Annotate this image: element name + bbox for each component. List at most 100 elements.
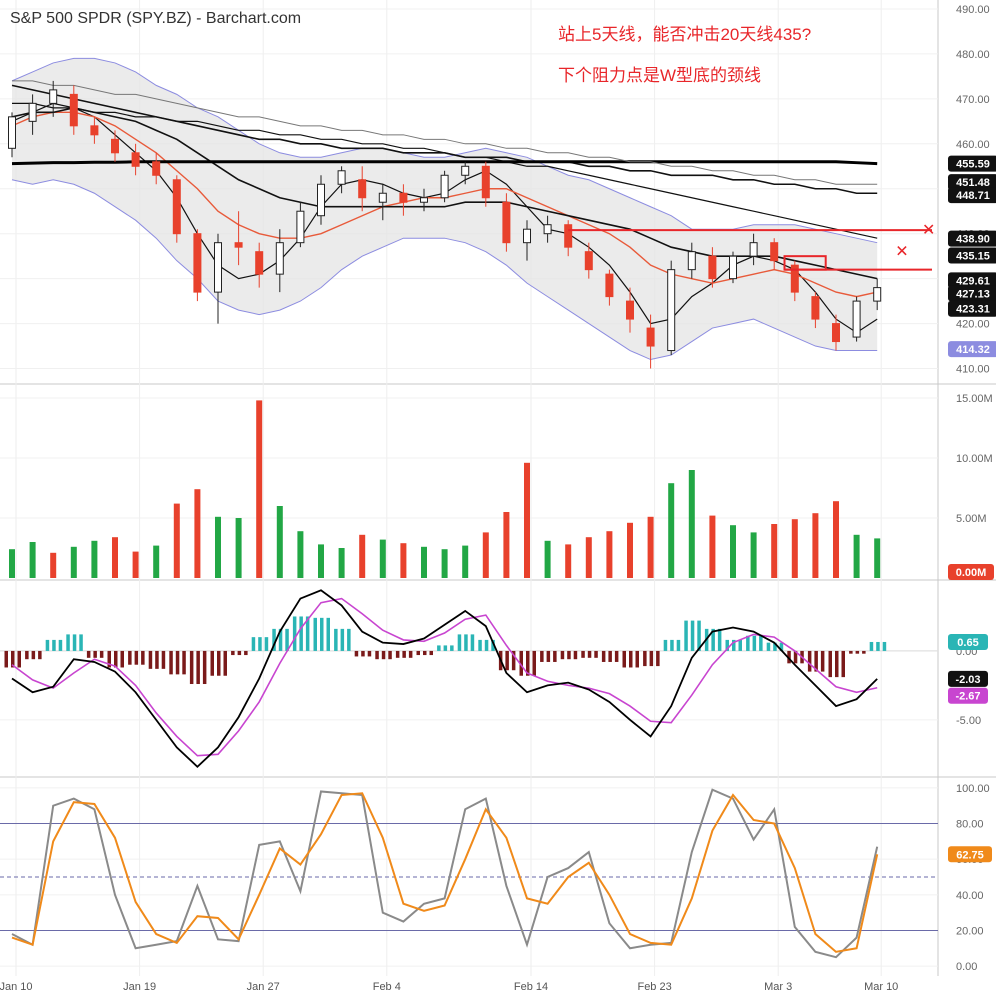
x-tick-label: Mar 3 [764, 981, 792, 993]
volume-bar [750, 532, 757, 578]
volume-bar [421, 546, 427, 578]
macd-histogram-bar [841, 650, 845, 678]
volume-bar [173, 503, 180, 578]
candle-body [832, 323, 840, 343]
annotation-text-1: 站上5天线，能否冲击20天线435? [558, 25, 812, 44]
price-y-tick-label: 460.00 [956, 139, 990, 151]
macd-histogram-bar [334, 628, 338, 651]
macd-histogram-bar [38, 650, 42, 660]
macd-histogram-bar [663, 639, 668, 651]
macd-histogram-bar [320, 617, 324, 651]
macd-histogram-bar [251, 637, 256, 651]
macd-histogram-bar [779, 642, 784, 651]
moving-average-line-5 [11, 84, 878, 195]
candle-body [337, 170, 346, 185]
price-label-text: 427.13 [956, 288, 990, 300]
volume-bar [29, 542, 36, 578]
macd-histogram-bar [862, 650, 866, 654]
volume-bar [400, 543, 407, 578]
macd-histogram-bar [107, 650, 111, 668]
candle-body [317, 183, 325, 217]
stoch-label-text: 62.75 [956, 849, 984, 861]
price-label-text: 451.48 [956, 177, 990, 189]
macd-histogram-bar [690, 620, 695, 651]
macd-histogram-bar [511, 650, 516, 671]
x-tick-label: Jan 19 [123, 981, 156, 993]
candle-body [399, 192, 408, 203]
candle-body [131, 152, 140, 167]
macd-histogram-bar [828, 650, 832, 678]
macd-histogram-bar [849, 650, 853, 654]
volume-bar [235, 518, 242, 578]
macd-histogram-bar [58, 639, 63, 651]
volume-bar [194, 489, 201, 578]
macd-histogram-bar [684, 620, 688, 651]
price-label-badge [948, 341, 996, 358]
macd-histogram-bar [210, 650, 214, 676]
macd-histogram-bar [25, 650, 29, 660]
macd-histogram-bar [450, 645, 454, 651]
macd-histogram-bar [732, 639, 736, 651]
macd-histogram-bar [855, 650, 860, 654]
macd-histogram-bar [120, 650, 124, 668]
volume-bar [482, 532, 489, 578]
macd-histogram-bar [567, 650, 571, 660]
volume-bar [812, 513, 819, 578]
macd-histogram-bar [361, 650, 365, 657]
macd-histogram-bar [11, 650, 15, 668]
macd-histogram-bar [278, 628, 283, 651]
macd-histogram-bar [464, 634, 468, 651]
stoch-y-tick-label: 80.00 [956, 819, 984, 831]
price-label-text: 455.59 [956, 159, 990, 171]
price-label-text: 423.31 [956, 304, 990, 316]
macd-histogram-bar [876, 641, 880, 651]
macd-histogram-bar [807, 650, 812, 672]
x-tick-label: Feb 4 [373, 981, 401, 993]
candle-body [811, 296, 820, 320]
candle-body [69, 93, 78, 127]
price-label-badge [948, 230, 996, 247]
volume-y-tick-label: 5.00M [956, 513, 987, 525]
macd-histogram-bar [388, 650, 392, 660]
candle-body [8, 116, 16, 149]
candle-body [49, 89, 58, 104]
price-label-badge [948, 187, 996, 204]
candle-body [873, 287, 882, 302]
candle-body [461, 165, 470, 176]
price-label-badge [948, 174, 996, 191]
annotation-text-2: 下个阻力点是W型底的颈线 [558, 66, 762, 85]
macd-histogram-bar [395, 650, 400, 658]
price-label-text: 414.32 [956, 344, 990, 356]
candle-body [708, 255, 717, 280]
macd-histogram-bar [86, 650, 91, 658]
price-label-badge [948, 285, 996, 302]
macd-histogram-bar [759, 635, 763, 651]
candle-body [543, 224, 552, 235]
macd-histogram-bar [114, 650, 118, 668]
macd-histogram-bar [79, 634, 83, 651]
volume-bar [9, 549, 15, 578]
candle-body [749, 242, 758, 257]
macd-histogram-bar [408, 650, 413, 658]
macd-histogram-bar [223, 650, 227, 676]
macd-histogram-bar [717, 628, 722, 651]
moving-average-line-7 [12, 80, 878, 185]
macd-histogram-bar [814, 650, 818, 672]
macd-histogram-bar [52, 639, 56, 651]
macd-histogram-bar [402, 650, 406, 658]
x-tick-label: Jan 27 [247, 981, 280, 993]
macd-histogram-bar [787, 650, 791, 664]
candle-body [420, 197, 428, 203]
macd-histogram-bar [272, 628, 276, 651]
price-label-text: 435.15 [956, 250, 990, 262]
macd-histogram-bar [155, 650, 159, 669]
macd-histogram-bar [429, 650, 433, 656]
macd-histogram-bar [202, 650, 207, 685]
macd-histogram-bar [670, 639, 674, 651]
macd-histogram-bar [484, 639, 489, 651]
volume-label-badge [948, 564, 994, 580]
macd-histogram-bar [141, 650, 145, 665]
macd-histogram-bar [416, 650, 420, 656]
macd-histogram-bar [443, 645, 448, 651]
